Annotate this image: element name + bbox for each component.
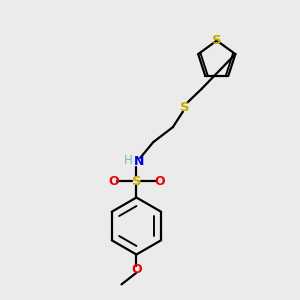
Text: S: S: [132, 175, 141, 188]
Text: O: O: [131, 263, 142, 276]
Text: S: S: [180, 101, 190, 114]
Text: O: O: [154, 175, 165, 188]
Text: O: O: [108, 175, 119, 188]
Text: H: H: [124, 154, 133, 167]
Text: S: S: [212, 34, 222, 47]
Text: N: N: [134, 155, 144, 168]
